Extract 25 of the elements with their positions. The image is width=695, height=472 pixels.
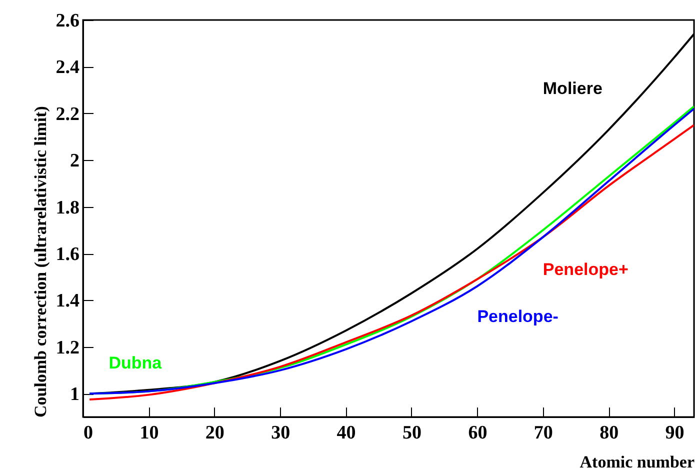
series-label: Penelope- bbox=[477, 307, 558, 326]
y-tick-label: 1 bbox=[70, 384, 80, 406]
x-tick-label: 90 bbox=[665, 422, 684, 444]
y-tick-label: 1.4 bbox=[56, 290, 80, 312]
x-tick-label: 80 bbox=[600, 422, 619, 444]
x-tick-label: 0 bbox=[84, 422, 93, 444]
x-tick-label: 20 bbox=[205, 422, 224, 444]
x-tick-label: 30 bbox=[271, 422, 290, 444]
x-tick-label: 50 bbox=[402, 422, 422, 444]
series-label: Moliere bbox=[542, 78, 602, 98]
y-tick-label: 2.4 bbox=[56, 57, 80, 78]
series-label: Penelope+ bbox=[542, 260, 628, 280]
y-tick-label: 1.6 bbox=[56, 244, 80, 266]
y-tick-label: 2.6 bbox=[56, 10, 80, 32]
x-axis-title: Atomic number bbox=[580, 452, 695, 472]
y-tick-label: 1.8 bbox=[56, 197, 80, 218]
y-axis-title: Coulomb correction (ultrarelativistic limit) bbox=[30, 106, 50, 418]
y-tick-label: 2 bbox=[70, 150, 80, 172]
x-tick-label: 40 bbox=[336, 422, 356, 444]
x-tick-label: 60 bbox=[468, 422, 488, 444]
x-tick-label: 70 bbox=[534, 422, 553, 444]
x-tick-label: 10 bbox=[140, 422, 159, 444]
y-tick-label: 1.2 bbox=[56, 337, 80, 358]
y-tick-label: 2.2 bbox=[56, 104, 80, 125]
series-label: Dubna bbox=[108, 353, 162, 372]
